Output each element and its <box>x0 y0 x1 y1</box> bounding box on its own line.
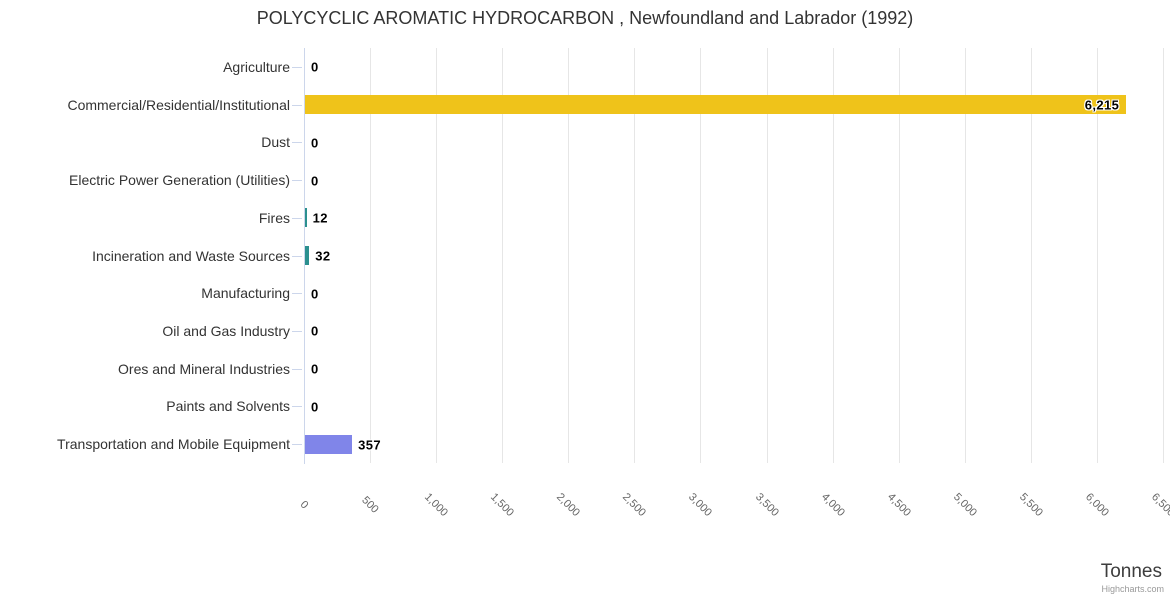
x-tick-label: 1,500 <box>488 491 517 519</box>
category-label: Fires <box>258 209 290 226</box>
x-tick-label: 500 <box>359 494 381 516</box>
grid-line <box>766 48 768 463</box>
x-tick-label: 6,500 <box>1149 491 1170 519</box>
bar-value-label: 12 <box>312 210 328 226</box>
plot-area <box>304 48 1164 463</box>
category-label: Agriculture <box>223 58 290 75</box>
grid-line <box>370 48 372 463</box>
bar-value-label: 0 <box>311 135 319 151</box>
x-tick-label: 4,000 <box>818 491 847 519</box>
x-axis-title: Tonnes <box>1100 561 1162 582</box>
bar-value-label: 0 <box>311 361 319 377</box>
grid-line <box>832 48 834 463</box>
category-label: Oil and Gas Industry <box>162 322 290 339</box>
grid-line <box>436 48 438 463</box>
bar-value-label: 0 <box>311 173 319 189</box>
bar-value-label: 32 <box>315 248 331 264</box>
bar[interactable] <box>305 208 307 228</box>
bar-value-label: 357 <box>358 437 382 453</box>
x-tick-label: 1,000 <box>422 491 451 519</box>
highcharts-credit[interactable]: Highcharts.com <box>1101 584 1164 594</box>
category-tick <box>292 331 302 332</box>
grid-line <box>568 48 570 463</box>
x-tick-label: 4,500 <box>884 491 913 519</box>
x-tick-label: 2,500 <box>620 491 649 519</box>
x-tick-label: 3,500 <box>752 491 781 519</box>
bar[interactable] <box>305 434 353 454</box>
bar[interactable] <box>305 246 310 265</box>
chart-title: POLYCYCLIC AROMATIC HYDROCARBON , Newfou… <box>256 8 914 28</box>
bar-value-label: 0 <box>311 286 319 302</box>
bar-value-label: 0 <box>311 59 319 75</box>
category-tick <box>292 105 302 106</box>
category-tick <box>292 180 302 181</box>
x-tick-label: 0 <box>297 498 311 512</box>
category-tick <box>292 67 302 68</box>
category-tick <box>292 444 302 445</box>
bar[interactable] <box>305 95 1127 115</box>
x-tick-label: 3,000 <box>686 491 715 519</box>
grid-line <box>964 48 966 463</box>
category-label: Dust <box>261 134 290 151</box>
bar-value-label: 6,215 <box>1084 97 1120 113</box>
category-label: Incineration and Waste Sources <box>92 247 290 264</box>
category-tick <box>292 369 302 370</box>
category-tick <box>292 256 302 257</box>
category-tick <box>292 218 302 219</box>
category-tick <box>292 293 302 294</box>
x-tick-label: 5,000 <box>950 491 979 519</box>
grid-line <box>1163 48 1164 463</box>
grid-line <box>1030 48 1032 463</box>
category-label: Electric Power Generation (Utilities) <box>69 172 290 189</box>
bar-value-label: 0 <box>311 399 319 415</box>
grid-line <box>502 48 504 463</box>
category-label: Ores and Mineral Industries <box>118 360 290 377</box>
category-tick <box>292 142 302 143</box>
grid-line <box>1096 48 1098 463</box>
grid-line <box>898 48 900 463</box>
grid-line <box>634 48 636 463</box>
category-tick <box>292 406 302 407</box>
category-label: Transportation and Mobile Equipment <box>57 436 290 453</box>
category-label: Manufacturing <box>201 285 290 302</box>
category-label: Paints and Solvents <box>166 398 290 415</box>
grid-line <box>700 48 702 463</box>
category-axis-line <box>304 48 305 464</box>
category-label: Commercial/Residential/Institutional <box>67 96 290 113</box>
bar-value-label: 0 <box>311 323 319 339</box>
x-tick-label: 2,000 <box>554 491 583 519</box>
x-tick-label: 5,500 <box>1016 491 1045 519</box>
x-tick-label: 6,000 <box>1082 491 1111 519</box>
